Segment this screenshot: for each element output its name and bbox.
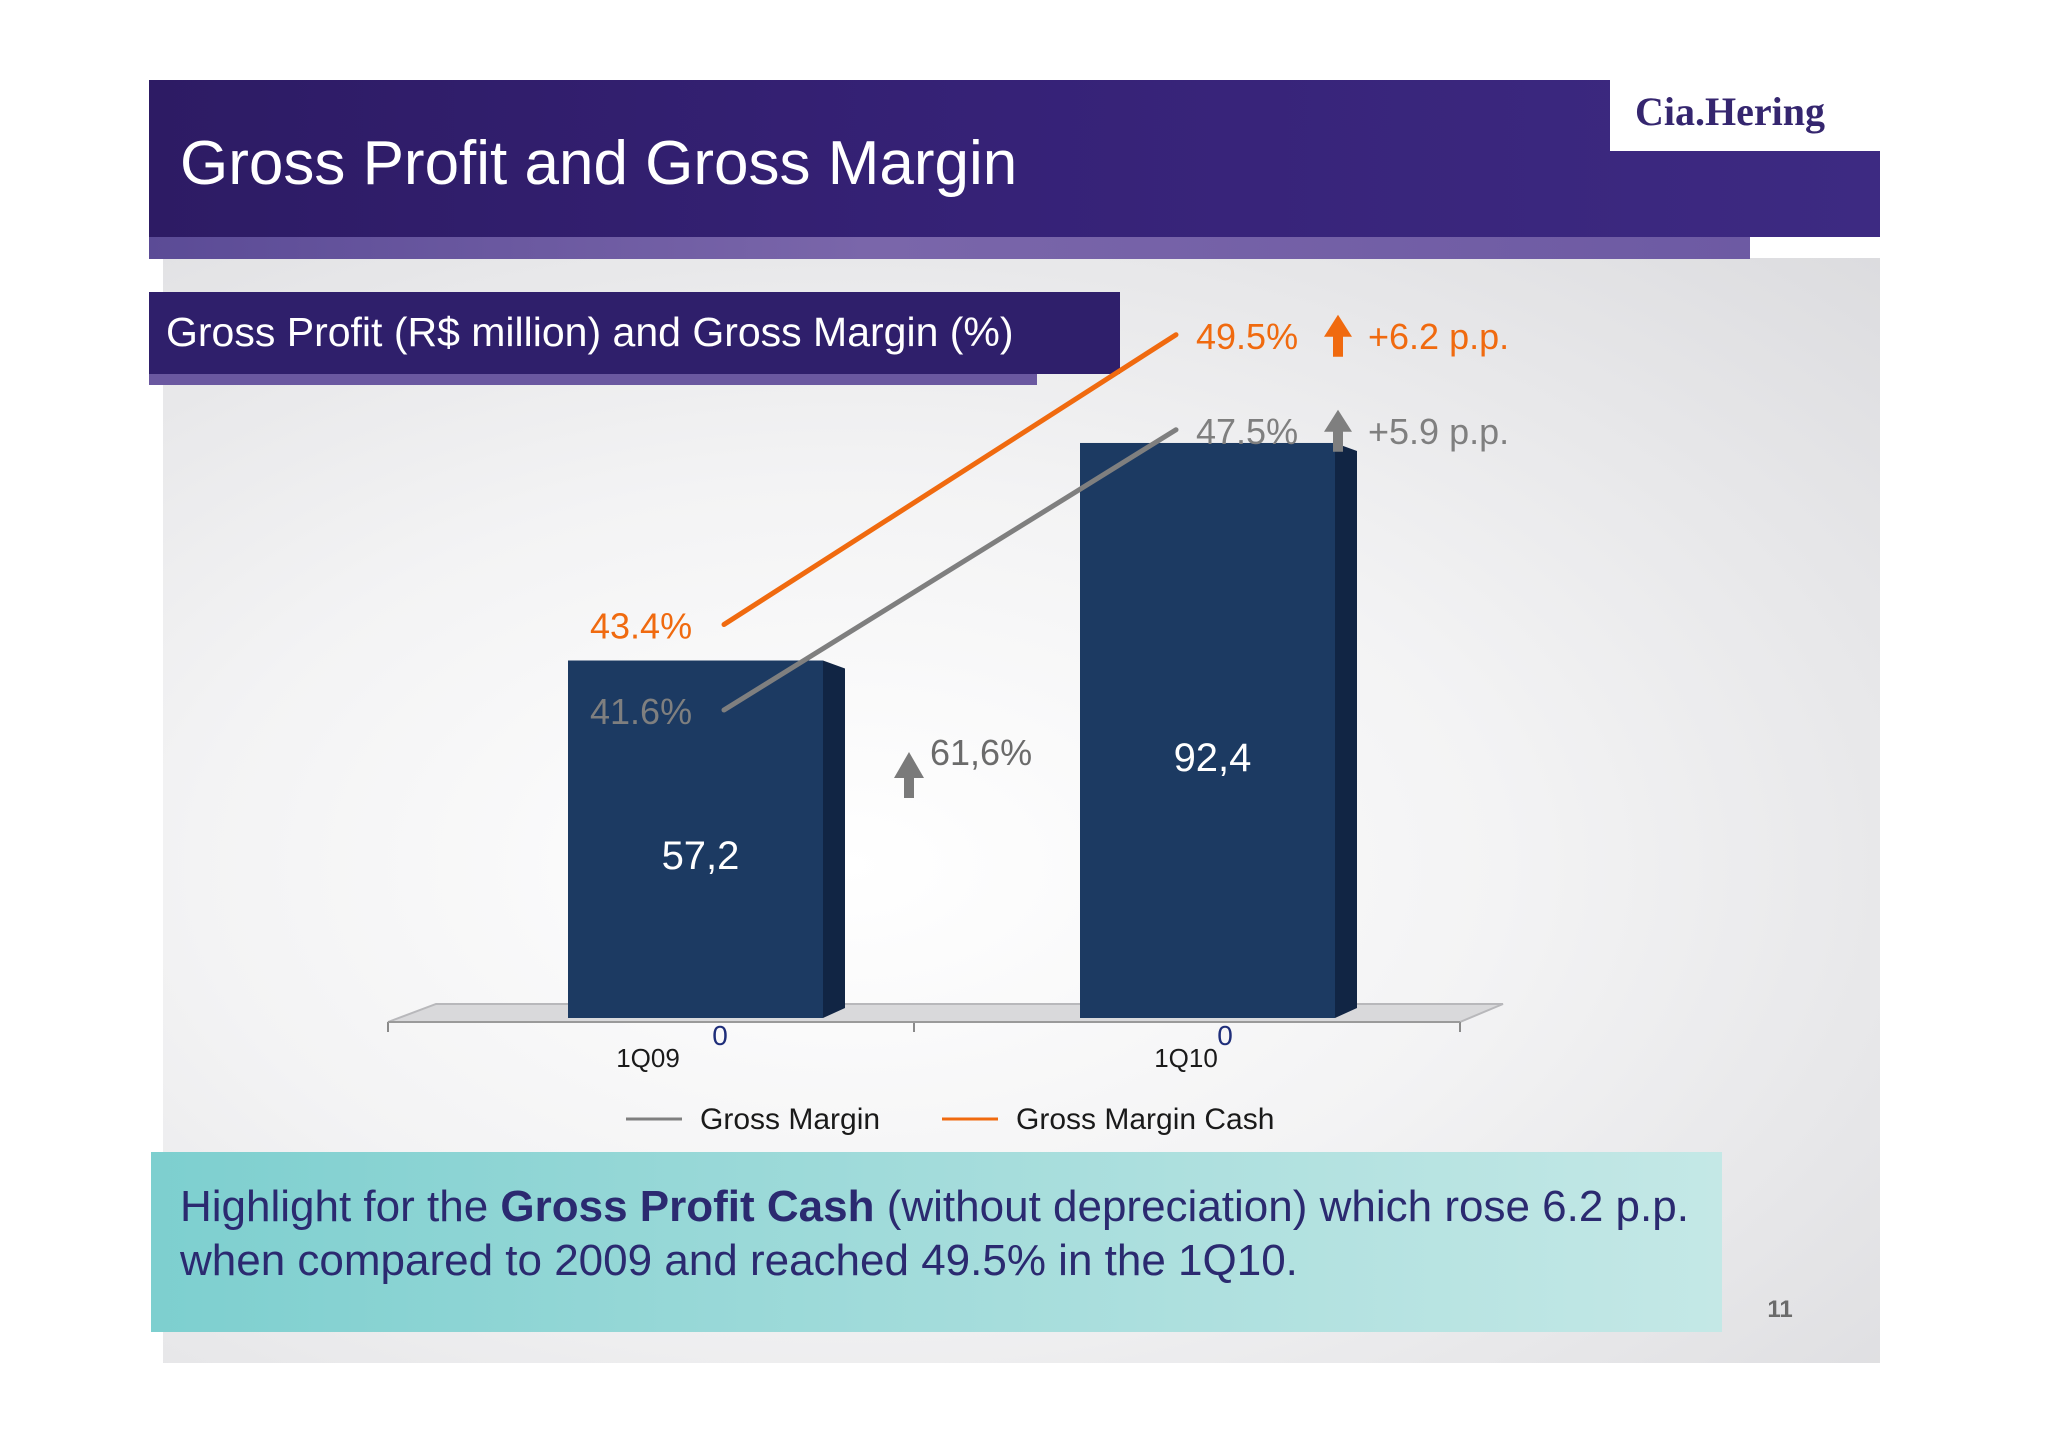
title-bar-shadow — [149, 237, 1750, 259]
bar-side — [1335, 442, 1357, 1018]
legend-label: Gross Margin — [700, 1103, 880, 1136]
growth-label: 61,6% — [930, 732, 1032, 773]
chart-subtitle: Gross Profit (R$ million) and Gross Marg… — [166, 309, 1014, 355]
highlight-suffix: (without depreciation) which rose 6.2 p.… — [180, 1182, 1689, 1285]
highlight-prefix: Highlight for the — [180, 1182, 501, 1231]
page-number: 11 — [1767, 1296, 1793, 1323]
title-bar — [149, 80, 1880, 237]
x-tick-label: 1Q10 — [1154, 1043, 1218, 1073]
up-arrow-icon — [1324, 409, 1352, 452]
legend-label: Gross Margin Cash — [1016, 1103, 1274, 1136]
highlight-strong: Gross Profit Cash — [500, 1182, 875, 1231]
bar — [568, 660, 823, 1018]
highlight-text: Highlight for the Gross Profit Cash (wit… — [180, 1180, 1710, 1288]
series-start-label: 43.4% — [590, 606, 692, 647]
series-change-label: +5.9 p.p. — [1368, 411, 1509, 452]
bar-value-label: 92,4 — [1174, 736, 1252, 780]
x-tick-label: 1Q09 — [616, 1043, 680, 1073]
subtitle-bar — [149, 292, 1120, 374]
series-line — [721, 427, 1179, 713]
bar-value-label: 57,2 — [662, 834, 740, 878]
slide-title: Gross Profit and Gross Margin — [180, 129, 1018, 198]
subtitle-bar-shadow — [149, 374, 1037, 385]
axis-zero-label: 0 — [712, 1020, 728, 1051]
logo-box — [1610, 78, 1882, 151]
bar-side — [823, 660, 845, 1018]
series-end-label: 47.5% — [1196, 411, 1298, 452]
series-end-label: 49.5% — [1196, 316, 1298, 357]
highlight-box — [151, 1152, 1722, 1332]
company-logo: Cia.Hering — [1635, 89, 1825, 134]
series-start-label: 41.6% — [590, 691, 692, 732]
axis-zero-label: 0 — [1217, 1020, 1233, 1051]
bar — [1080, 442, 1335, 1018]
up-arrow-icon — [1324, 314, 1352, 357]
up-arrow-icon — [894, 752, 924, 798]
series-change-label: +6.2 p.p. — [1368, 316, 1509, 357]
series-line — [721, 332, 1179, 627]
